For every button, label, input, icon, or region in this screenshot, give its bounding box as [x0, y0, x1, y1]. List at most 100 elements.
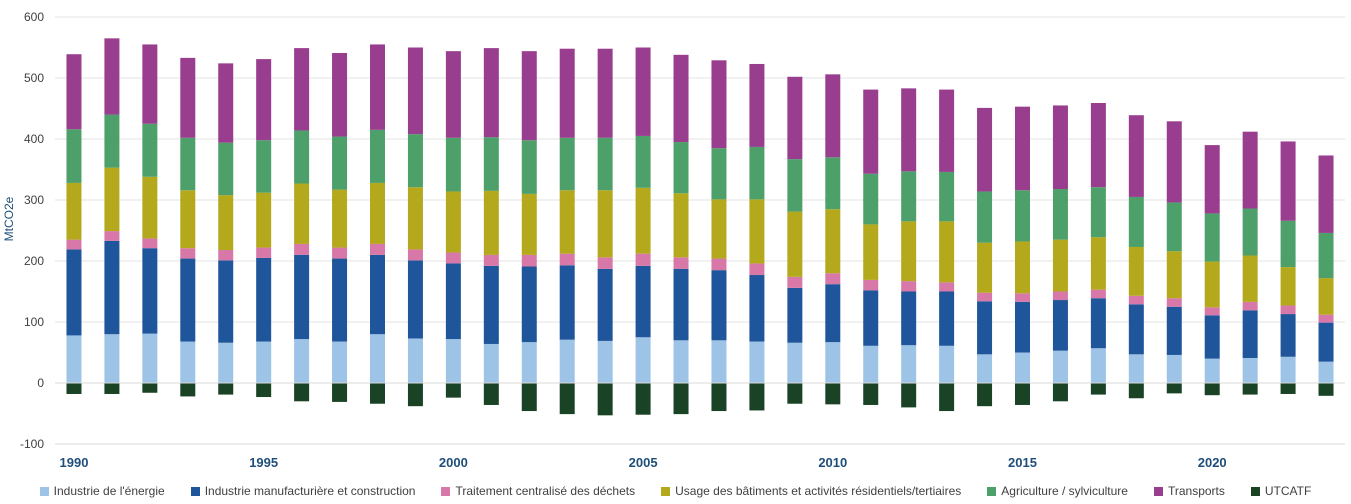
bar-segment — [370, 243, 385, 255]
bar-segment — [180, 57, 196, 138]
bar-segment — [66, 249, 82, 336]
bar-segment — [1318, 383, 1334, 396]
y-axis-title: MtCO2e — [2, 196, 16, 241]
bar-segment — [256, 341, 272, 383]
bar-segment — [407, 134, 423, 188]
y-tick-label: 500 — [24, 71, 44, 85]
x-tick-label: 1995 — [249, 455, 278, 470]
bar-segment — [180, 258, 196, 342]
bar-segment — [104, 114, 120, 168]
bar-segment — [597, 190, 613, 258]
bar-segment — [559, 339, 575, 383]
bar-segment — [749, 383, 765, 411]
bar-segment — [218, 342, 234, 383]
emissions-chart: -100 0 100 200 300 400 500 600 1990 1995 2000 2005… — [2, 10, 1345, 470]
bar-segment — [104, 231, 120, 241]
legend-item: Transports — [1153, 484, 1225, 498]
bar-segment — [256, 383, 272, 398]
bar-segment — [825, 383, 841, 405]
bar-segment — [559, 253, 575, 266]
bar-segment — [787, 342, 803, 383]
bar-segment — [863, 279, 879, 291]
bar-segment — [407, 249, 423, 261]
bar-segment — [104, 240, 120, 335]
bar-segment — [901, 171, 917, 222]
bar-segment — [863, 290, 879, 346]
bar-segment — [825, 342, 841, 383]
bar-segment — [521, 266, 537, 343]
bar-segment — [635, 337, 651, 383]
bar-segment — [749, 146, 765, 200]
bar-segment — [787, 287, 803, 343]
bar-segment — [1090, 187, 1106, 238]
x-axis-ticks: 1990 1995 2000 2005 2010 2015 2020 — [60, 455, 1227, 470]
bar-segment — [294, 183, 310, 244]
bar-segment — [407, 260, 423, 339]
bar-segment — [863, 383, 879, 405]
bar-segment — [939, 345, 955, 383]
bar-segment — [863, 345, 879, 383]
bar-segment — [711, 199, 727, 259]
y-tick-label: 400 — [24, 132, 44, 146]
bar-segment — [483, 343, 499, 383]
legend-label: Transports — [1167, 484, 1225, 498]
bar-segment — [977, 107, 993, 192]
bar-segment — [332, 136, 348, 190]
legend-swatch — [987, 486, 997, 496]
bar-segment — [1204, 145, 1220, 214]
bar-segment — [1166, 298, 1182, 307]
bar-segment — [749, 199, 765, 264]
bar-segment — [370, 129, 385, 183]
bar-segment — [977, 191, 993, 243]
bar-segment — [1280, 220, 1296, 268]
bar-segment — [1015, 190, 1030, 242]
bar-segment — [445, 252, 461, 264]
y-tick-label: 300 — [24, 193, 44, 207]
bar-segment — [407, 338, 423, 383]
bar-segment — [749, 275, 765, 342]
bar-segment — [1128, 246, 1144, 296]
bar-segment — [256, 192, 272, 248]
bar-segment — [939, 383, 955, 412]
bar-segment — [521, 254, 537, 267]
x-tick-label: 1990 — [60, 455, 89, 470]
legend-label: Traitement centralisé des déchets — [455, 484, 636, 498]
bar-segment — [332, 247, 348, 259]
bar-segment — [977, 354, 993, 383]
bar-segment — [180, 137, 196, 191]
bar-segment — [939, 282, 955, 292]
bar-segment — [787, 211, 803, 277]
bar-segment — [1090, 298, 1106, 349]
bar-segment — [66, 129, 82, 183]
bar-segment — [142, 176, 158, 239]
bar-segment — [294, 383, 310, 402]
legend-swatch — [1153, 486, 1163, 496]
bar-segment — [1090, 383, 1106, 395]
bars — [66, 38, 1334, 416]
bar-segment — [1280, 267, 1296, 306]
bar-segment — [1166, 202, 1182, 252]
bar-segment — [635, 135, 651, 188]
legend-label: UTCATF — [1264, 484, 1312, 498]
bar-segment — [521, 383, 537, 412]
bar-segment — [863, 224, 879, 280]
bar-segment — [256, 59, 272, 141]
gridlines — [55, 16, 1345, 445]
bar-segment — [939, 291, 955, 346]
bar-segment — [1015, 352, 1030, 383]
bar-segment — [180, 341, 196, 383]
bar-segment — [825, 273, 841, 285]
bar-segment — [332, 383, 348, 402]
bar-segment — [218, 195, 234, 251]
bar-segment — [66, 239, 82, 250]
bar-segment — [635, 265, 651, 338]
bar-segment — [1318, 322, 1334, 362]
bar-segment — [521, 193, 537, 255]
bar-segment — [521, 51, 537, 141]
bar-segment — [711, 270, 727, 341]
bar-segment — [597, 257, 613, 269]
bar-segment — [1280, 314, 1296, 357]
bar-segment — [673, 193, 689, 258]
bar-segment — [294, 243, 310, 255]
bar-segment — [1166, 306, 1182, 355]
